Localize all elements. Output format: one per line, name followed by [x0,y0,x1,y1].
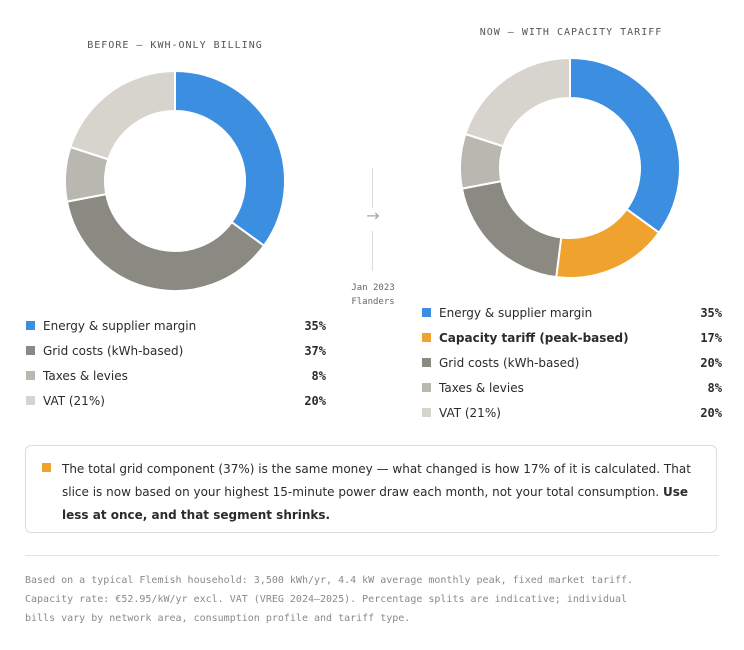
legend-value: 20% [304,393,326,408]
slice-grid-costs-kwh-based [65,192,266,292]
chart-title-before: BEFORE — KWH-ONLY BILLING [87,40,263,51]
transition-region: Flanders [351,297,395,307]
legend-value: 8% [707,380,722,395]
footnote-line-2: Capacity rate: €52.95/kW/yr excl. VAT (V… [25,594,628,605]
slice-vat-21 [464,56,571,148]
slice-vat-21 [69,69,176,161]
arrow-right-icon: → [366,206,380,225]
callout-text-plain: The total grid component (37%) is the sa… [62,462,691,499]
legend-value: 35% [700,305,722,320]
legend-item-vat-21: VAT (21%) 20% [26,388,326,413]
legend-value: 20% [700,405,722,420]
legend-label: Taxes & levies [43,368,128,383]
callout-marker-icon [42,463,51,472]
legend-value: 17% [700,330,722,345]
legend-value: 8% [311,368,326,383]
legend-swatch [26,371,35,380]
legend-swatch [422,383,431,392]
slice-grid-costs-kwh-based [460,179,563,279]
legend-item-vat-21: VAT (21%) 20% [422,400,722,425]
divider [25,555,719,556]
transition-date: Jan 2023 [351,283,395,293]
legend-item-grid-costs-kwh-based: Grid costs (kWh-based) 37% [26,338,326,363]
legend-swatch [26,346,35,355]
slice-energy-supplier-margin [174,69,286,248]
legend-item-energy-supplier-margin: Energy & supplier margin 35% [422,300,722,325]
slice-energy-supplier-margin [569,56,681,235]
legend-label: Taxes & levies [439,380,524,395]
legend-swatch [26,396,35,405]
legend-swatch [422,408,431,417]
callout-text: The total grid component (37%) is the sa… [62,458,702,527]
callout-text-bold: Use less at once, and that segment shrin… [62,485,688,522]
legend-label: Grid costs (kWh-based) [439,355,580,370]
footnote: Based on a typical Flemish household: 3,… [25,571,719,628]
legend-item-capacity-tariff-peak-based: Capacity tariff (peak-based) 17% [422,325,722,350]
legend-swatch [422,358,431,367]
legend-value: 35% [304,318,326,333]
divider-line-top [372,168,373,208]
legend-item-energy-supplier-margin: Energy & supplier margin 35% [26,313,326,338]
legend-value: 37% [304,343,326,358]
legend-item-taxes-levies: Taxes & levies 8% [422,375,722,400]
legend-swatch [422,308,431,317]
chart-title-now: NOW — WITH CAPACITY TARIFF [479,27,663,38]
donut-chart-before [64,69,286,292]
legend-before: Energy & supplier margin 35% Grid costs (k… [26,313,326,413]
legend-label: VAT (21%) [439,405,501,420]
legend-label: Grid costs (kWh-based) [43,343,184,358]
legend-value: 20% [700,355,722,370]
footnote-line-1: Based on a typical Flemish household: 3,… [25,575,634,586]
legend-now: Energy & supplier margin 35% Capacity tari… [422,300,722,425]
legend-label: Capacity tariff (peak-based) [439,330,629,345]
divider-line-bottom [372,231,373,271]
legend-swatch [26,321,35,330]
legend-item-taxes-levies: Taxes & levies 8% [26,363,326,388]
info-callout: The total grid component (37%) is the sa… [25,445,717,533]
legend-label: VAT (21%) [43,393,105,408]
donut-chart-now [459,56,681,279]
legend-swatch [422,333,431,342]
legend-label: Energy & supplier margin [43,318,197,333]
footnote-line-3: bills vary by network area, consumption … [25,613,411,624]
legend-item-grid-costs-kwh-based: Grid costs (kWh-based) 20% [422,350,722,375]
transition-note: Jan 2023 Flanders [322,281,424,309]
legend-label: Energy & supplier margin [439,305,593,320]
